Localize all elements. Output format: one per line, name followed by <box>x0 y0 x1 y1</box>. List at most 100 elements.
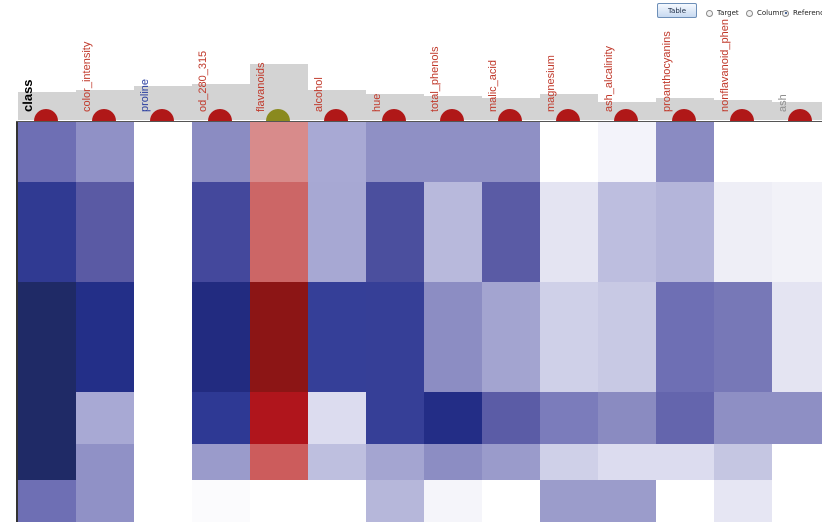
column-label-od_280_315[interactable]: od_280_315 <box>197 51 209 112</box>
radio-target-dot[interactable] <box>706 9 713 17</box>
heatmap-cell-r2-alcohol[interactable] <box>308 282 366 393</box>
heatmap-cell-r4-od_280_315[interactable] <box>192 444 250 481</box>
column-label-magnesium[interactable]: magnesium <box>545 55 557 112</box>
column-marker-nonflavanoid_phen[interactable] <box>730 109 754 121</box>
column-label-proline[interactable]: proline <box>139 79 151 112</box>
radio-reference-dot[interactable] <box>782 9 789 17</box>
heatmap-cell-r4-class[interactable] <box>18 444 76 481</box>
heatmap-cell-r5-total_phenols[interactable] <box>424 480 482 522</box>
heatmap-cell-r0-nonflavanoid_phen[interactable] <box>714 122 772 183</box>
heatmap-cell-r2-magnesium[interactable] <box>540 282 598 393</box>
heatmap-cell-r2-flavanoids[interactable] <box>250 282 308 393</box>
heatmap-cell-r0-color_intensity[interactable] <box>76 122 134 183</box>
heatmap-cell-r0-malic_acid[interactable] <box>482 122 540 183</box>
heatmap-cell-r2-od_280_315[interactable] <box>192 282 250 393</box>
heatmap-cell-r5-class[interactable] <box>18 480 76 522</box>
heatmap-cell-r0-proline[interactable] <box>134 122 192 183</box>
heatmap-cell-r5-alcohol[interactable] <box>308 480 366 522</box>
heatmap-cell-r5-color_intensity[interactable] <box>76 480 134 522</box>
column-marker-flavanoids[interactable] <box>266 109 290 121</box>
heatmap-cell-r3-nonflavanoid_phen[interactable] <box>714 392 772 445</box>
heatmap-cell-r4-alcohol[interactable] <box>308 444 366 481</box>
heatmap-cell-r1-alcohol[interactable] <box>308 182 366 283</box>
column-marker-od_280_315[interactable] <box>208 109 232 121</box>
heatmap-cell-r1-proline[interactable] <box>134 182 192 283</box>
column-label-class[interactable]: class <box>20 79 35 112</box>
column-label-ash_alcalinity[interactable]: ash_alcalinity <box>603 45 615 112</box>
heatmap-cell-r3-malic_acid[interactable] <box>482 392 540 445</box>
heatmap-cell-r5-proanthocyanins[interactable] <box>656 480 714 522</box>
column-marker-class[interactable] <box>34 109 58 121</box>
column-marker-ash_alcalinity[interactable] <box>614 109 638 121</box>
column-marker-proanthocyanins[interactable] <box>672 109 696 121</box>
heatmap-cell-r0-proanthocyanins[interactable] <box>656 122 714 183</box>
heatmap-cell-r0-class[interactable] <box>18 122 76 183</box>
heatmap-cell-r4-malic_acid[interactable] <box>482 444 540 481</box>
heatmap-cell-r4-hue[interactable] <box>366 444 424 481</box>
heatmap-cell-r0-flavanoids[interactable] <box>250 122 308 183</box>
column-marker-alcohol[interactable] <box>324 109 348 121</box>
heatmap-cell-r3-ash_alcalinity[interactable] <box>598 392 656 445</box>
heatmap-cell-r2-proanthocyanins[interactable] <box>656 282 714 393</box>
heatmap-cell-r3-class[interactable] <box>18 392 76 445</box>
column-marker-malic_acid[interactable] <box>498 109 522 121</box>
heatmap-cell-r1-total_phenols[interactable] <box>424 182 482 283</box>
heatmap-cell-r4-total_phenols[interactable] <box>424 444 482 481</box>
heatmap-cell-r3-total_phenols[interactable] <box>424 392 482 445</box>
heatmap-cell-r1-class[interactable] <box>18 182 76 283</box>
heatmap-cell-r2-total_phenols[interactable] <box>424 282 482 393</box>
heatmap-cell-r1-od_280_315[interactable] <box>192 182 250 283</box>
heatmap-cell-r3-magnesium[interactable] <box>540 392 598 445</box>
column-marker-color_intensity[interactable] <box>92 109 116 121</box>
heatmap-cell-r1-color_intensity[interactable] <box>76 182 134 283</box>
heatmap-cell-r1-malic_acid[interactable] <box>482 182 540 283</box>
column-label-proanthocyanins[interactable]: proanthocyanins <box>661 31 673 112</box>
radio-column[interactable]: Column <box>746 9 784 17</box>
heatmap-cell-r2-nonflavanoid_phen[interactable] <box>714 282 772 393</box>
heatmap-cell-r5-malic_acid[interactable] <box>482 480 540 522</box>
heatmap-cell-r5-proline[interactable] <box>134 480 192 522</box>
column-marker-proline[interactable] <box>150 109 174 121</box>
radio-column-dot[interactable] <box>746 9 753 17</box>
heatmap-cell-r3-ash[interactable] <box>772 392 822 445</box>
heatmap-cell-r3-proanthocyanins[interactable] <box>656 392 714 445</box>
heatmap-cell-r1-hue[interactable] <box>366 182 424 283</box>
heatmap-cell-r2-proline[interactable] <box>134 282 192 393</box>
column-marker-total_phenols[interactable] <box>440 109 464 121</box>
column-marker-magnesium[interactable] <box>556 109 580 121</box>
heatmap-cell-r4-color_intensity[interactable] <box>76 444 134 481</box>
radio-reference[interactable]: Reference <box>782 9 822 17</box>
heatmap-cell-r0-total_phenols[interactable] <box>424 122 482 183</box>
heatmap-cell-r4-magnesium[interactable] <box>540 444 598 481</box>
heatmap-cell-r2-ash_alcalinity[interactable] <box>598 282 656 393</box>
heatmap-cell-r5-ash[interactable] <box>772 480 822 522</box>
heatmap-cell-r1-flavanoids[interactable] <box>250 182 308 283</box>
heatmap-cell-r2-malic_acid[interactable] <box>482 282 540 393</box>
column-label-flavanoids[interactable]: flavanoids <box>255 62 267 112</box>
column-label-hue[interactable]: hue <box>371 94 383 112</box>
heatmap-cell-r3-hue[interactable] <box>366 392 424 445</box>
heatmap-cell-r4-proanthocyanins[interactable] <box>656 444 714 481</box>
heatmap-cell-r5-magnesium[interactable] <box>540 480 598 522</box>
table-button[interactable]: Table <box>657 3 697 18</box>
column-marker-hue[interactable] <box>382 109 406 121</box>
column-label-alcohol[interactable]: alcohol <box>313 77 325 112</box>
heatmap-cell-r0-ash_alcalinity[interactable] <box>598 122 656 183</box>
column-label-color_intensity[interactable]: color_intensity <box>81 41 93 112</box>
column-label-malic_acid[interactable]: malic_acid <box>487 60 499 112</box>
heatmap-cell-r0-magnesium[interactable] <box>540 122 598 183</box>
column-label-ash[interactable]: ash <box>777 94 789 112</box>
heatmap-cell-r2-class[interactable] <box>18 282 76 393</box>
heatmap-cell-r0-hue[interactable] <box>366 122 424 183</box>
heatmap-cell-r1-magnesium[interactable] <box>540 182 598 283</box>
heatmap-cell-r3-proline[interactable] <box>134 392 192 445</box>
heatmap-cell-r4-proline[interactable] <box>134 444 192 481</box>
column-label-nonflavanoid_phen[interactable]: nonflavanoid_phen <box>719 19 731 112</box>
heatmap-cell-r5-ash_alcalinity[interactable] <box>598 480 656 522</box>
radio-target[interactable]: Target <box>706 9 739 17</box>
heatmap-cell-r3-alcohol[interactable] <box>308 392 366 445</box>
heatmap-cell-r1-ash_alcalinity[interactable] <box>598 182 656 283</box>
heatmap-cell-r3-flavanoids[interactable] <box>250 392 308 445</box>
heatmap-cell-r5-od_280_315[interactable] <box>192 480 250 522</box>
heatmap-cell-r5-hue[interactable] <box>366 480 424 522</box>
